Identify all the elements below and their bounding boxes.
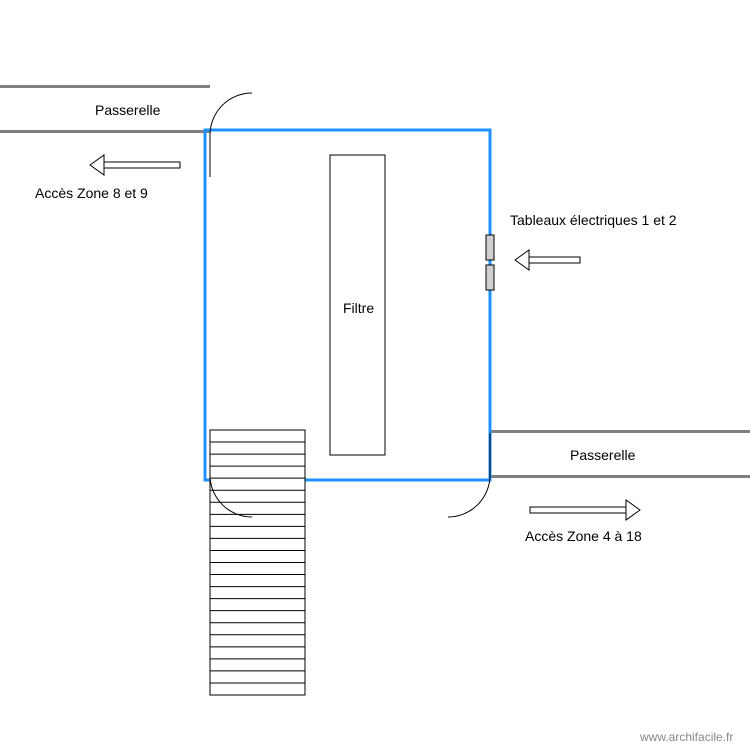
label-passerelle-right: Passerelle xyxy=(570,447,635,463)
watermark: www.archifacile.fr xyxy=(640,730,733,744)
label-tableaux: Tableaux électriques 1 et 2 xyxy=(510,212,677,228)
label-acces-right: Accès Zone 4 à 18 xyxy=(525,528,642,544)
label-filtre: Filtre xyxy=(343,300,374,316)
label-acces-left: Accès Zone 8 et 9 xyxy=(35,185,148,201)
label-passerelle-left: Passerelle xyxy=(95,102,160,118)
